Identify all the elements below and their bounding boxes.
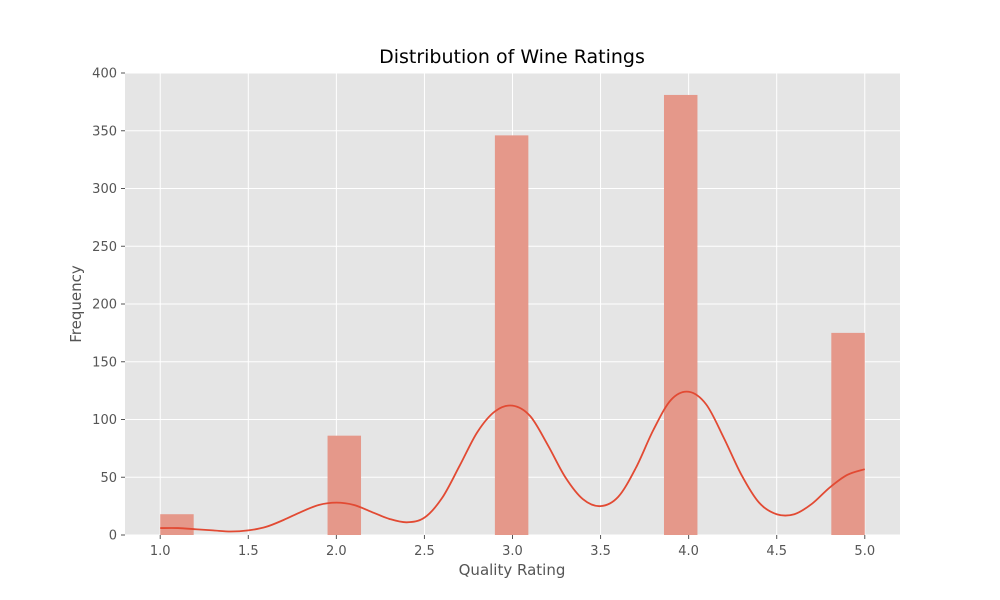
x-tick-label: 1.0 <box>150 544 171 559</box>
y-axis-label: Frequency <box>67 265 85 343</box>
histogram-bar <box>663 94 698 535</box>
y-tick-label: 100 <box>92 413 117 428</box>
y-tick-label: 350 <box>92 124 117 139</box>
chart-title: Distribution of Wine Ratings <box>379 46 645 68</box>
y-tick-label: 200 <box>92 298 117 313</box>
x-tick-label: 2.0 <box>326 544 347 559</box>
x-axis-ticks: 1.0 1.5 2.0 2.5 3.0 3.5 4.0 4.5 5.0 <box>150 535 875 559</box>
x-tick-label: 3.0 <box>502 544 523 559</box>
histogram-bar <box>160 514 194 535</box>
kde-curve <box>160 390 866 533</box>
x-axis-label: Quality Rating <box>459 561 566 579</box>
histogram-bar <box>831 332 865 535</box>
x-tick-label: 3.5 <box>590 544 611 559</box>
x-tick-label: 2.5 <box>414 544 435 559</box>
histogram-bar <box>494 135 529 535</box>
histogram-bar <box>327 435 362 535</box>
y-tick-label: 150 <box>92 355 117 370</box>
y-tick-label: 400 <box>92 67 117 82</box>
x-tick-label: 4.5 <box>766 544 787 559</box>
y-tick-label: 50 <box>100 471 117 486</box>
y-tick-label: 0 <box>109 529 117 544</box>
histogram-bars <box>160 94 865 535</box>
x-tick-label: 1.5 <box>238 544 259 559</box>
y-tick-label: 250 <box>92 240 117 255</box>
x-tick-label: 5.0 <box>854 544 875 559</box>
x-tick-label: 4.0 <box>678 544 699 559</box>
y-axis-ticks: 0 50 100 150 200 250 300 350 400 <box>92 67 125 544</box>
y-tick-label: 300 <box>92 182 117 197</box>
